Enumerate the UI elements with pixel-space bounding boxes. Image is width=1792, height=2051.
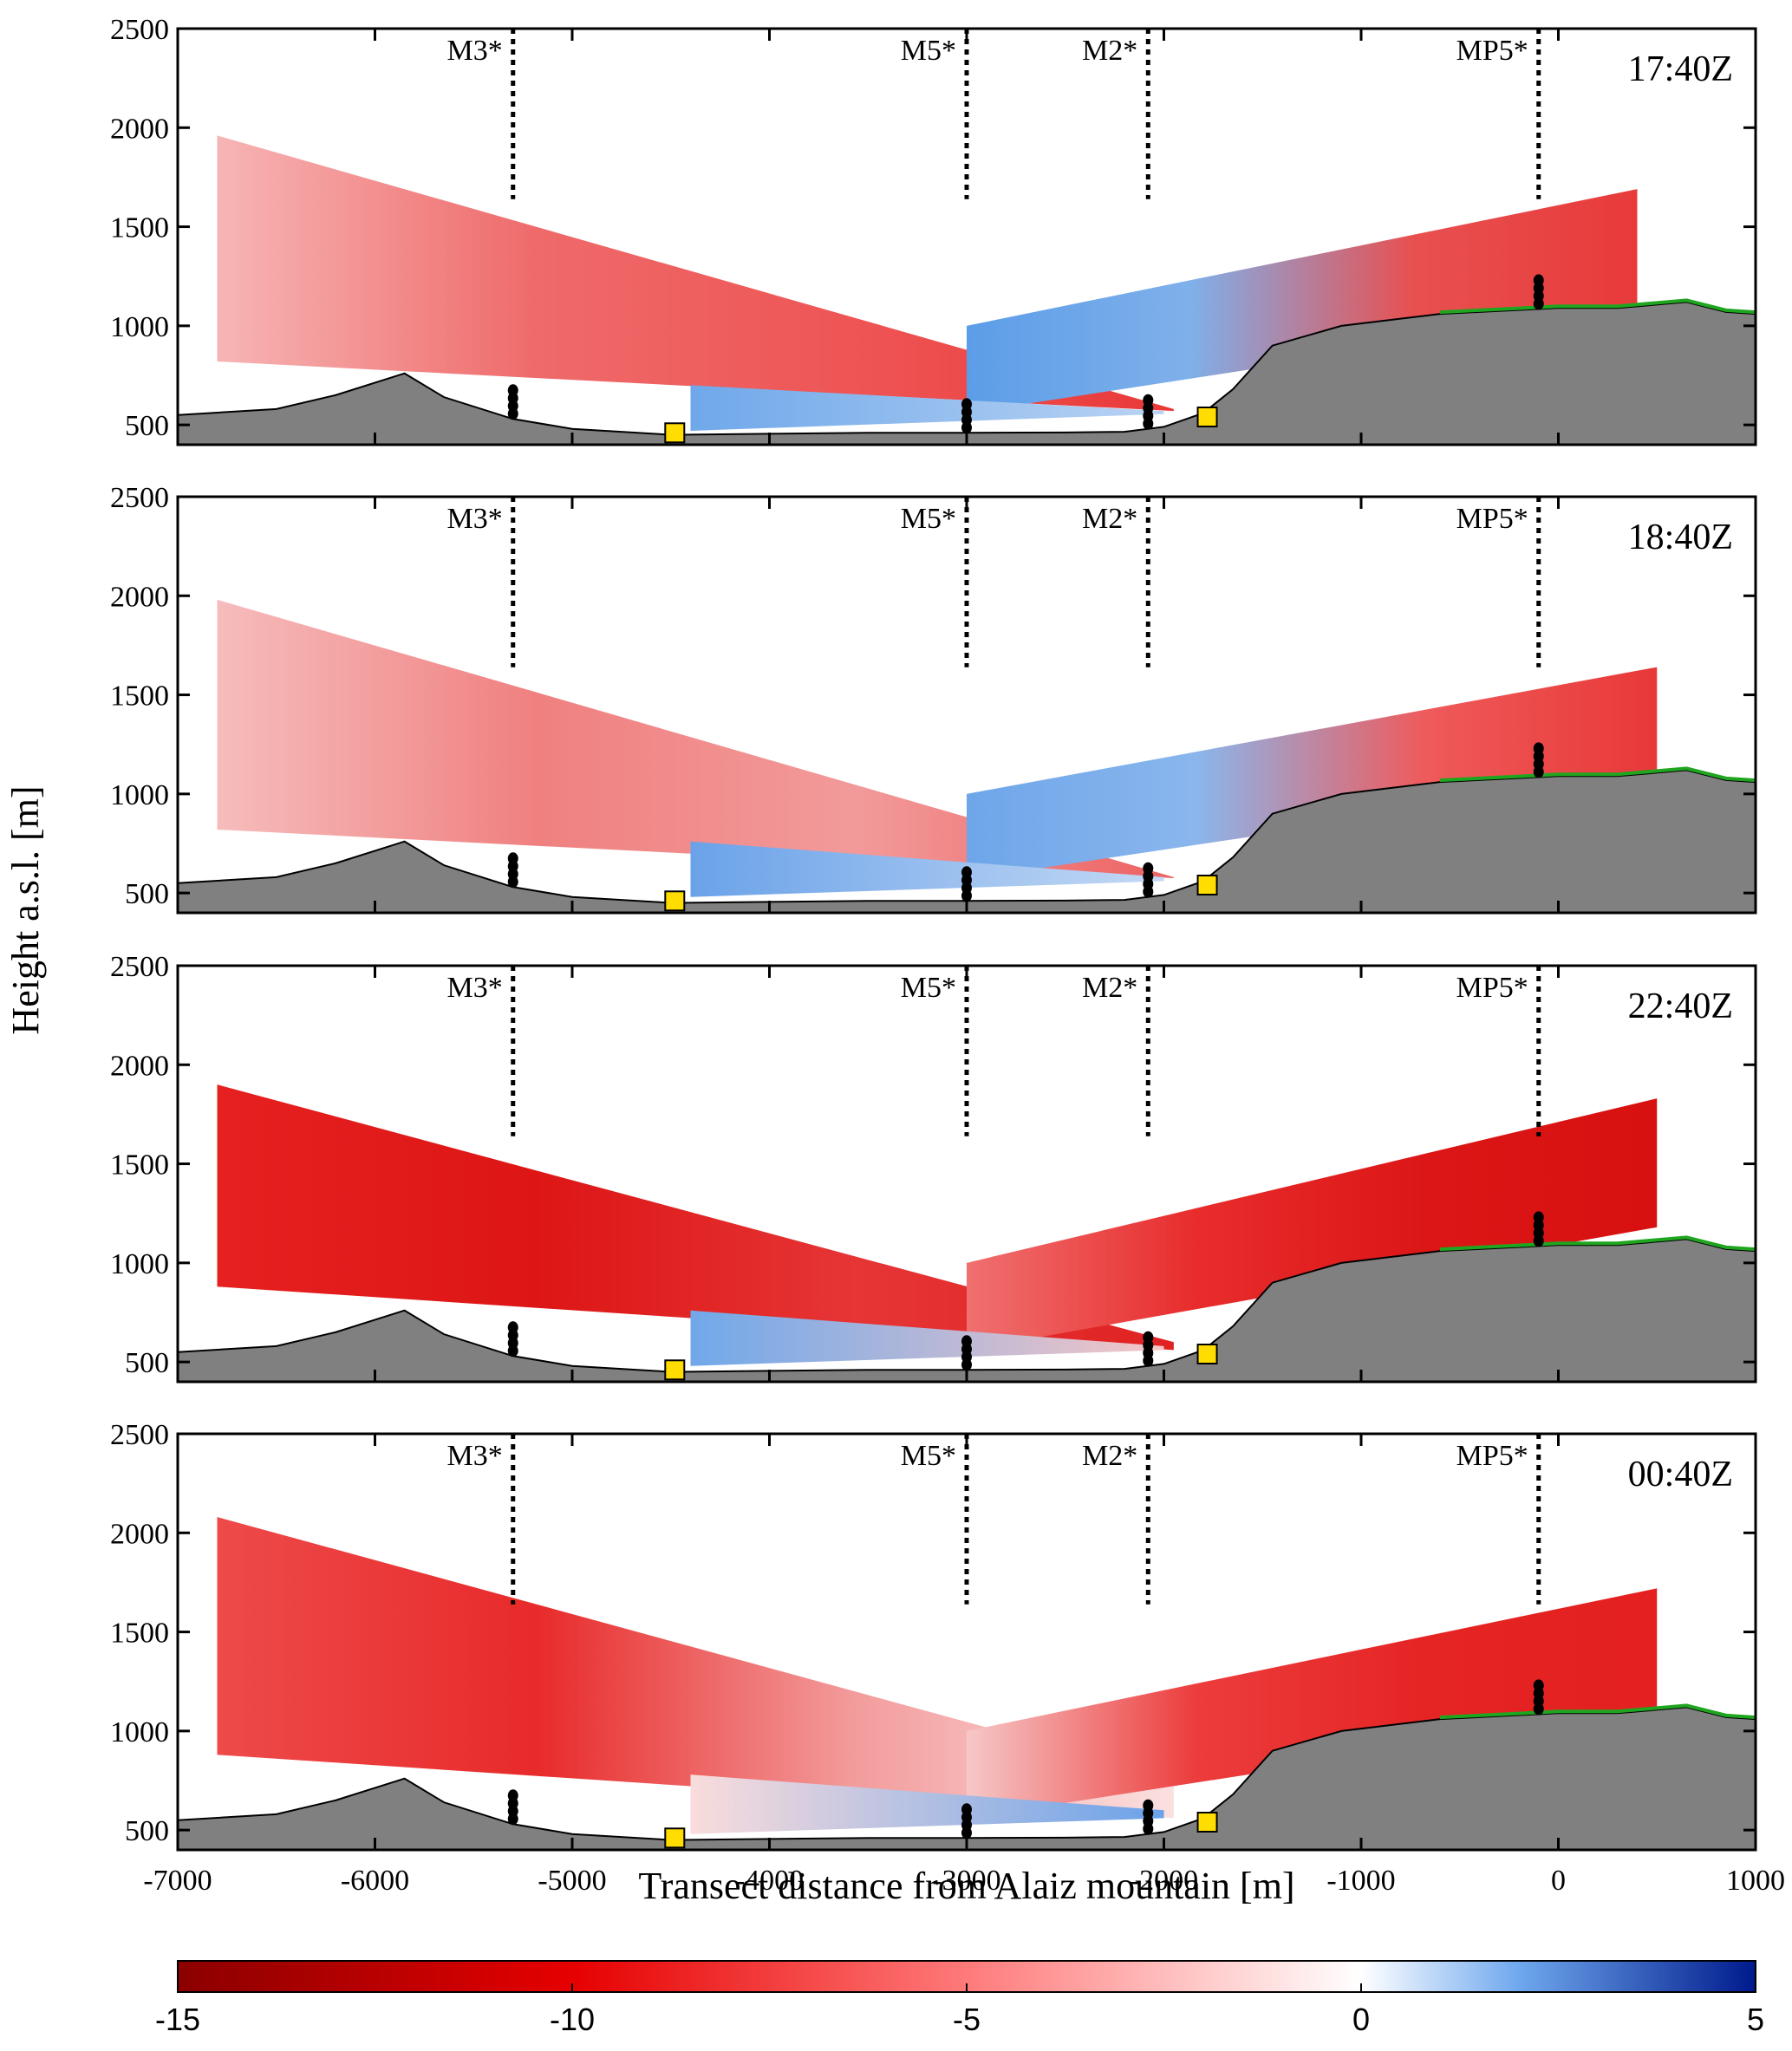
panel-time-label: 18:40Z: [1628, 518, 1733, 557]
mast-sensor-marker: [1143, 862, 1154, 875]
mast-label: M5*: [901, 1440, 956, 1472]
colorbar-tick-label: -10: [550, 2002, 595, 2037]
lidar-site-marker: [1196, 1344, 1218, 1364]
mast-label: MP5*: [1456, 503, 1528, 535]
lidar-site-marker: [664, 890, 686, 912]
colorbar-tick-label: -5: [953, 2002, 981, 2037]
panel-3: M3* M5* M2* MP5* 00:40Z 500 1000 1500 2000 2500 -7…: [110, 1419, 1785, 1897]
y-tick-label: 2000: [110, 581, 169, 613]
mast-label: M3*: [447, 503, 503, 535]
mast-sensor-marker: [507, 384, 518, 397]
wind-slice-east-upper: [967, 189, 1638, 413]
mast-label: M3*: [447, 1440, 503, 1472]
mast-label: M2*: [1082, 503, 1137, 535]
mast-sensor-marker: [961, 398, 972, 411]
colorbar-tick-label: -15: [155, 2002, 200, 2037]
y-tick-label: 1000: [110, 1716, 169, 1748]
mast-label: MP5*: [1456, 35, 1528, 67]
panel-0: M3* M5* M2* MP5* 17:40Z 500 1000 1500 2000 2500: [110, 14, 1757, 446]
x-tick-label: -3000: [932, 1865, 1000, 1897]
mast-sensor-marker: [961, 1335, 972, 1348]
wind-slice-west-upper: [217, 135, 1174, 412]
wind-slice-west-upper: [217, 1084, 1174, 1351]
mast-sensor-marker: [961, 1803, 972, 1816]
panel-time-label: 00:40Z: [1628, 1455, 1733, 1494]
y-tick-label: 1500: [110, 680, 169, 713]
mast-label: MP5*: [1456, 972, 1528, 1004]
mast-label: M2*: [1082, 972, 1137, 1004]
lidar-site-marker: [664, 1827, 686, 1849]
wind-slice-west-low: [690, 1310, 1164, 1366]
mast-sensor-marker: [1143, 394, 1154, 407]
y-tick-label: 2500: [110, 951, 169, 983]
x-tick-label: 1000: [1726, 1865, 1785, 1897]
mast-label: MP5*: [1456, 1440, 1528, 1472]
mast-sensor-marker: [1533, 274, 1544, 287]
mast-label: M2*: [1082, 35, 1137, 67]
mast-sensor-marker: [1143, 1799, 1154, 1812]
mast-sensor-marker: [1143, 1331, 1154, 1344]
y-tick-label: 500: [125, 878, 169, 910]
mast-sensor-marker: [507, 1321, 518, 1334]
panels: M3* M5* M2* MP5* 17:40Z5001000150020002500M3…: [110, 14, 1785, 1897]
lidar-site-marker: [1196, 875, 1218, 895]
wind-slice-west-upper: [217, 599, 1174, 878]
y-tick-label: 1000: [110, 1248, 169, 1280]
lidar-site-marker: [664, 422, 686, 444]
mast-label: M3*: [447, 35, 503, 67]
wind-slice-west-low: [690, 1774, 1164, 1834]
colorbar: -15 -10 -5 0 5: [155, 1960, 1764, 2037]
wind-slice-east-upper: [967, 667, 1658, 880]
mast-label: M5*: [901, 503, 956, 535]
y-tick-label: 500: [125, 410, 169, 442]
y-tick-label: 500: [125, 1815, 169, 1847]
y-tick-label: 2000: [110, 1518, 169, 1550]
colorbar-tick-label: 5: [1747, 2002, 1764, 2037]
panel-1: M3* M5* M2* MP5* 18:40Z 500 1000 1500 2000 2500: [110, 482, 1757, 915]
y-tick-label: 1000: [110, 311, 169, 343]
mast-sensor-marker: [507, 1789, 518, 1802]
x-tick-label: -4000: [735, 1865, 804, 1897]
panel-2: M3* M5* M2* MP5* 22:40Z 500 1000 1500 2000 2500: [110, 951, 1757, 1384]
y-tick-label: 2500: [110, 482, 169, 514]
y-tick-label: 2000: [110, 1050, 169, 1082]
mast-label: M5*: [901, 972, 956, 1004]
panel-time-label: 17:40Z: [1628, 49, 1733, 89]
x-tick-label: -1000: [1326, 1865, 1395, 1897]
wind-slice-east-upper: [967, 1588, 1658, 1819]
mast-sensor-marker: [507, 852, 518, 865]
y-tick-label: 1000: [110, 779, 169, 811]
y-axis-label: Height a.s.l. [m]: [4, 785, 47, 1034]
colorbar-tick-label: 0: [1352, 2002, 1370, 2037]
y-tick-label: 500: [125, 1347, 169, 1379]
y-tick-label: 1500: [110, 1149, 169, 1182]
y-tick-label: 1500: [110, 212, 169, 244]
mast-label: M5*: [901, 35, 956, 67]
panel-time-label: 22:40Z: [1628, 986, 1733, 1026]
mast-sensor-marker: [1533, 1679, 1544, 1692]
wind-slice-west-low: [690, 385, 1164, 431]
x-tick-label: -2000: [1130, 1865, 1198, 1897]
x-tick-label: -5000: [538, 1865, 606, 1897]
y-tick-label: 2500: [110, 14, 169, 46]
mast-label: M2*: [1082, 1440, 1137, 1472]
mast-sensor-marker: [1533, 1211, 1544, 1224]
wind-slice-east-upper: [967, 1098, 1658, 1351]
y-tick-label: 2000: [110, 113, 169, 145]
wind-slice-west-low: [690, 841, 1164, 897]
x-axis-label: Transect distance from Alaiz mountain [m…: [638, 1865, 1294, 1907]
x-tick-label: -7000: [143, 1865, 212, 1897]
x-tick-label: 0: [1551, 1865, 1566, 1897]
x-tick-label: -6000: [341, 1865, 409, 1897]
mast-sensor-marker: [961, 866, 972, 879]
mast-label: M3*: [447, 972, 503, 1004]
lidar-site-marker: [664, 1359, 686, 1381]
lidar-site-marker: [1196, 407, 1218, 427]
wind-slice-west-upper: [217, 1517, 1174, 1819]
mast-sensor-marker: [1533, 742, 1544, 755]
y-tick-label: 1500: [110, 1618, 169, 1650]
lidar-site-marker: [1196, 1812, 1218, 1833]
y-tick-label: 2500: [110, 1419, 169, 1451]
